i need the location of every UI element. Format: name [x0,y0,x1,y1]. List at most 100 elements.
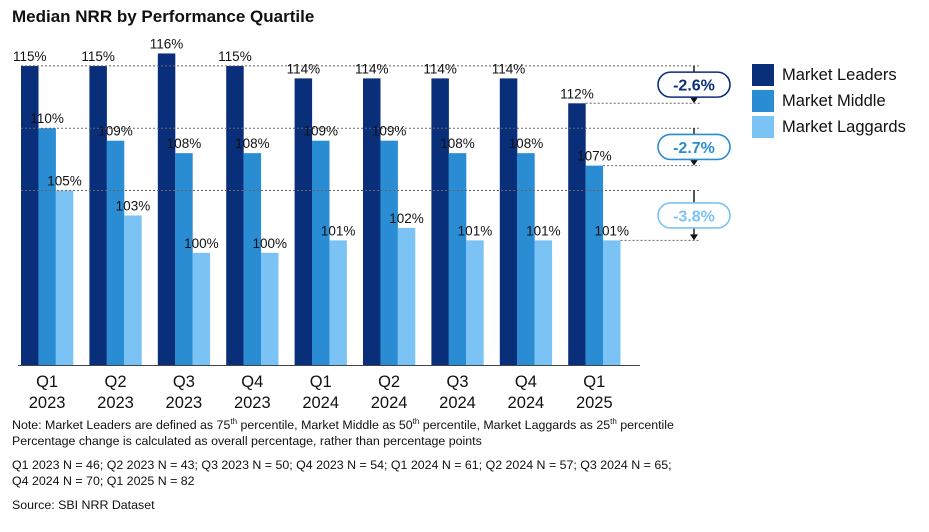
data-label-market-laggards-3: 100% [252,236,287,251]
x-tick-quarter-3: Q4 [241,373,263,391]
note-calculation: Percentage change is calculated as overa… [12,433,482,448]
change-label-0: -2.6% [673,78,715,95]
change-arrow-head-2 [690,234,698,241]
change-badge-2 [657,202,731,229]
x-tick-year-3: 2023 [234,394,271,412]
data-label-market-laggards-6: 101% [458,223,493,238]
data-label-market-middle-3: 108% [235,136,270,151]
bar-market-laggards-0 [55,190,74,365]
x-tick-quarter-8: Q1 [583,373,605,391]
note-sample-sizes-cont: Q4 2024 N = 70; Q1 2025 N = 82 [12,473,195,488]
data-label-market-leaders-8: 112% [560,86,594,101]
bar-market-leaders-0 [21,65,39,365]
data-label-market-laggards-7: 101% [526,223,561,238]
bar-market-middle-3 [243,153,262,365]
data-label-market-laggards-2: 100% [184,236,219,251]
legend-item-laggards: Market Laggards [752,116,906,138]
x-tick-year-2: 2023 [166,394,203,412]
legend-swatch-laggards [752,116,774,138]
bar-market-laggards-5 [397,227,416,365]
bar-market-leaders-4 [294,78,313,365]
data-label-market-laggards-8: 101% [594,223,629,238]
x-tick-quarter-5: Q2 [378,373,400,391]
x-tick-year-8: 2025 [576,394,613,412]
x-tick-year-1: 2023 [97,394,134,412]
x-tick-quarter-4: Q1 [310,373,332,391]
data-label-market-leaders-7: 114% [492,61,526,76]
x-tick-year-7: 2024 [508,394,545,412]
data-label-market-middle-0: 110% [30,111,64,126]
bar-market-laggards-6 [466,240,484,365]
legend-label-laggards: Market Laggards [782,117,906,136]
bar-market-middle-2 [175,153,193,365]
data-label-market-leaders-4: 114% [287,61,321,76]
bar-market-laggards-4 [329,240,347,365]
change-label-2: -3.8% [673,208,715,225]
data-label-market-laggards-0: 105% [47,174,82,189]
bar-market-middle-5 [380,140,398,365]
data-label-market-leaders-6: 114% [423,61,457,76]
bar-market-laggards-2 [192,252,211,365]
data-label-market-laggards-4: 101% [321,223,356,238]
legend-item-middle: Market Middle [752,90,886,112]
bar-market-laggards-8 [603,240,621,365]
data-label-market-leaders-1: 115% [81,49,115,64]
data-label-market-laggards-5: 102% [389,211,424,226]
legend-swatch-leaders [752,64,774,86]
legend-item-leaders: Market Leaders [752,64,897,86]
x-tick-quarter-0: Q1 [36,373,58,391]
data-label-market-leaders-3: 115% [218,49,252,64]
note-text: percentile, Market Laggards as 25 [419,418,611,432]
legend-label-leaders: Market Leaders [782,65,897,84]
bar-market-leaders-3 [226,65,244,365]
legend-label-middle: Market Middle [782,91,886,110]
bar-market-middle-0 [38,128,56,365]
x-tick-year-0: 2023 [29,394,66,412]
data-label-market-middle-2: 108% [167,136,202,151]
chart-title: Median NRR by Performance Quartile [12,7,315,26]
note-text: percentile [616,418,674,432]
change-badge-1 [657,133,731,161]
note-text: percentile, Market Middle as 50 [237,418,413,432]
data-label-market-laggards-1: 103% [116,198,151,213]
note-definitions: Note: Market Leaders are defined as 75th… [12,416,917,434]
data-label-market-leaders-0: 115% [13,49,47,64]
bar-market-leaders-1 [89,65,107,365]
bar-market-leaders-5 [363,78,381,365]
change-label-1: -2.7% [673,140,715,157]
note-text: Note: Market Leaders are defined as 75 [12,418,231,432]
bar-market-laggards-3 [261,252,279,365]
note-source: Source: SBI NRR Dataset [12,498,155,512]
bar-market-leaders-8 [568,103,586,366]
x-tick-quarter-6: Q3 [446,373,468,391]
data-label-market-middle-4: 109% [303,124,338,139]
bar-market-laggards-7 [534,240,553,365]
note-sample-sizes: Q1 2023 N = 46; Q2 2023 N = 43; Q3 2023 … [12,458,672,472]
x-tick-year-4: 2024 [302,394,339,412]
bar-market-middle-1 [106,140,125,365]
x-tick-year-6: 2024 [439,394,476,412]
bar-market-middle-4 [312,140,330,365]
legend-swatch-middle [752,90,774,112]
data-label-market-middle-8: 107% [577,149,612,164]
note-superscript: th [412,416,420,426]
change-arrow-head-0 [690,97,698,104]
footnotes: Note: Market Leaders are defined as 75th… [12,416,917,514]
note-superscript: th [610,416,617,426]
data-label-market-leaders-2: 116% [150,36,184,51]
bar-market-laggards-1 [124,215,142,365]
data-label-market-middle-7: 108% [509,136,544,151]
x-tick-quarter-2: Q3 [173,373,195,391]
bar-market-leaders-6 [431,78,449,365]
data-label-market-middle-5: 109% [372,124,407,139]
note-superscript: th [230,416,238,426]
bar-market-middle-7 [517,153,535,365]
x-tick-quarter-7: Q4 [515,373,537,391]
bar-market-leaders-2 [157,53,176,365]
bar-chart: 115% 115% 116% 115% 114% 114% 114% 114% 112% 110%… [13,36,731,412]
change-arrow-head-1 [690,159,698,166]
bar-market-middle-8 [585,165,604,365]
bar-market-middle-6 [448,153,467,365]
data-label-market-leaders-5: 114% [355,61,389,76]
x-tick-year-5: 2024 [371,394,408,412]
